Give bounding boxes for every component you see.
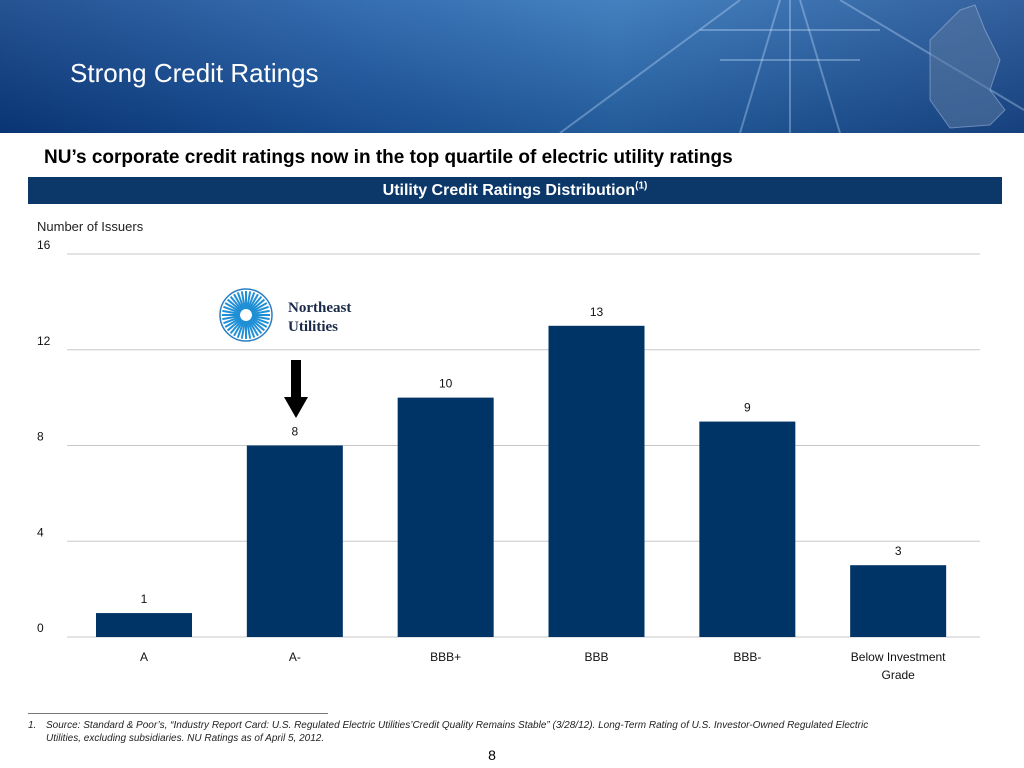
slide-subtitle: NU’s corporate credit ratings now in the… [44,147,733,168]
bar [246,445,343,637]
footnote-line-2: Utilities, excluding subsidiaries. NU Ra… [46,733,325,744]
power-line-map-decoration [559,0,1024,133]
data-label: 9 [744,401,751,415]
bar [699,421,796,637]
slide-title: Strong Credit Ratings [70,58,319,88]
y-tick-label: 0 [37,621,44,635]
data-label: 8 [291,425,298,439]
bar [96,613,192,637]
logo-text-line-2: Utilities [288,319,338,335]
logo-text-line-1: Northeast [288,300,351,316]
bar [397,397,494,637]
credit-ratings-bar-chart: Number of Issuers 0 4 8 12 16 1 8 10 13 9 3 A A- BB… [37,219,980,682]
footnote-number: 1. [28,720,37,731]
bar [850,565,947,637]
footnote-divider [28,713,328,714]
footnote-line-1: Source: Standard & Poor’s, “Industry Rep… [46,720,869,731]
y-tick-label: 8 [37,430,44,444]
x-tick-label: Grade [881,668,915,682]
bar [548,325,645,637]
chart-title-banner: Utility Credit Ratings Distribution(1) [28,177,1002,204]
x-tick-label: A- [289,650,301,664]
x-tick-label: A [140,650,148,664]
x-tick-label: BBB- [733,650,761,664]
pointer-arrow-icon [284,360,308,418]
data-label: 13 [590,305,604,319]
y-axis-label: Number of Issuers [37,219,144,234]
y-tick-label: 12 [37,334,51,348]
company-logo: Northeast Utilities [219,288,351,342]
x-tick-label: Below Investment [851,650,946,664]
northeast-utilities-logo-icon [219,288,273,342]
data-label: 1 [141,592,148,606]
header-banner: Strong Credit Ratings [0,0,1024,133]
data-label: 10 [439,377,453,391]
x-tick-label: BBB [584,650,608,664]
chart-title: Utility Credit Ratings Distribution [382,182,636,199]
x-tick-label: BBB+ [430,650,461,664]
data-label: 3 [895,544,902,558]
y-tick-label: 16 [37,238,51,252]
page-number: 8 [488,747,496,763]
chart-title-footnote-ref: (1) [635,180,648,192]
y-tick-label: 4 [37,525,44,539]
footnote: 1. Source: Standard & Poor’s, “Industry R… [28,719,1008,745]
